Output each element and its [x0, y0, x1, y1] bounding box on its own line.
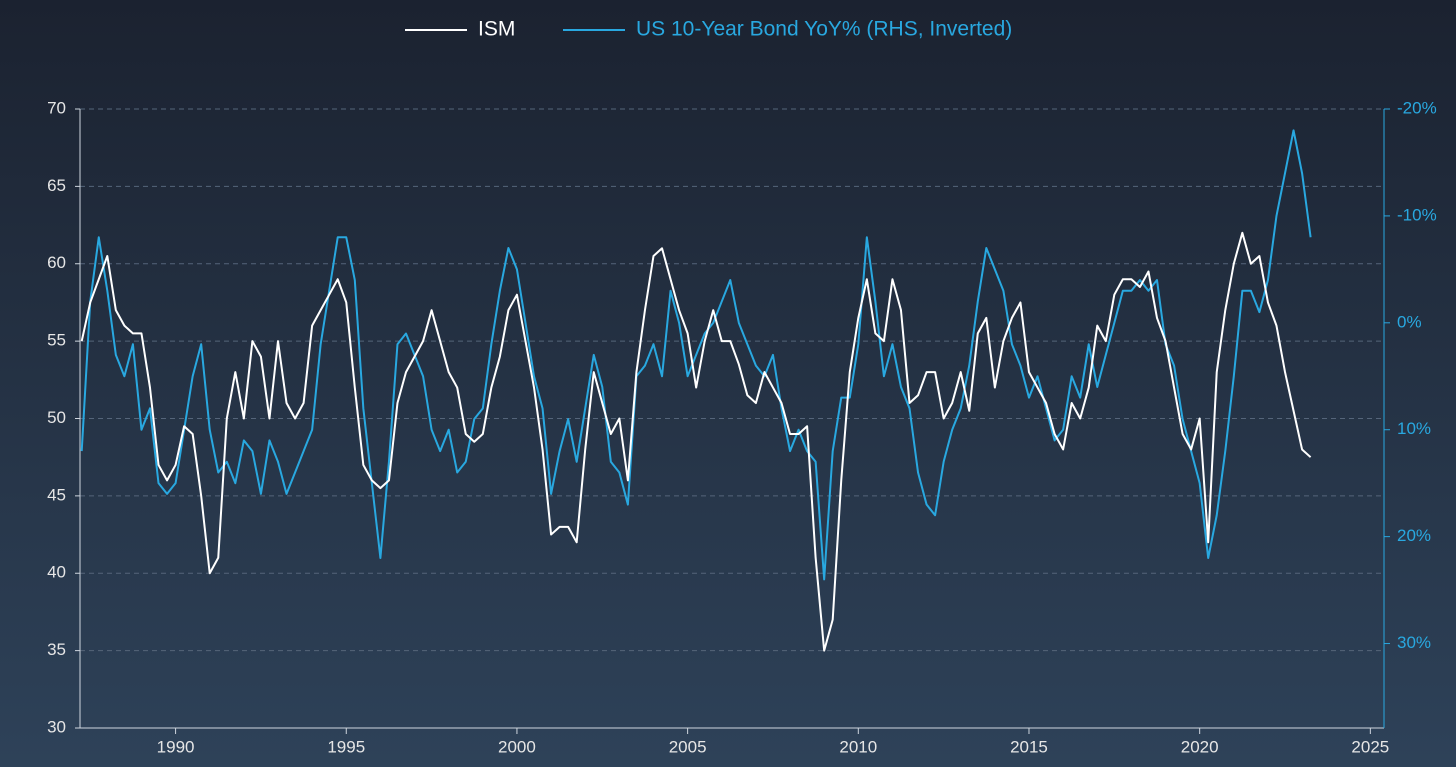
x-tick-label: 2015 — [1010, 737, 1048, 756]
y-tick-label: 50 — [47, 408, 66, 427]
y2-tick-label: 10% — [1397, 419, 1431, 438]
y-tick-label: 40 — [47, 563, 66, 582]
legend-label: ISM — [478, 18, 515, 41]
series-line — [80, 129, 1312, 581]
lines — [80, 129, 1312, 652]
x-tick-label: 1990 — [157, 737, 195, 756]
y-tick-label: 30 — [47, 717, 66, 736]
x-tick-label: 2000 — [498, 737, 536, 756]
x-tick-label: 2005 — [669, 737, 707, 756]
y2-tick-label: 30% — [1397, 633, 1431, 652]
x-tick-label: 1995 — [327, 737, 365, 756]
y-tick-label: 45 — [47, 485, 66, 504]
y2-tick-label: 0% — [1397, 312, 1422, 331]
y2-tick-label: 20% — [1397, 526, 1431, 545]
series-line — [80, 231, 1312, 652]
legend: ISM US 10-Year Bond YoY% (RHS, Inverted) — [405, 18, 1012, 41]
axes: 30 35 40 45 50 55 60 65 70 -20% -10% 0% 10% 20% 30% 199… — [47, 98, 1437, 756]
y2-tick-label: -10% — [1397, 205, 1437, 224]
x-tick-label: 2020 — [1181, 737, 1219, 756]
y-tick-label: 35 — [47, 640, 66, 659]
legend-label: US 10-Year Bond YoY% (RHS, Inverted) — [636, 18, 1012, 41]
x-tick-label: 2025 — [1351, 737, 1389, 756]
y-tick-label: 55 — [47, 331, 66, 350]
y-tick-label: 65 — [47, 176, 66, 195]
y2-tick-label: -20% — [1397, 98, 1437, 117]
x-tick-label: 2010 — [839, 737, 877, 756]
y-tick-label: 70 — [47, 98, 66, 117]
y-tick-label: 60 — [47, 253, 66, 272]
